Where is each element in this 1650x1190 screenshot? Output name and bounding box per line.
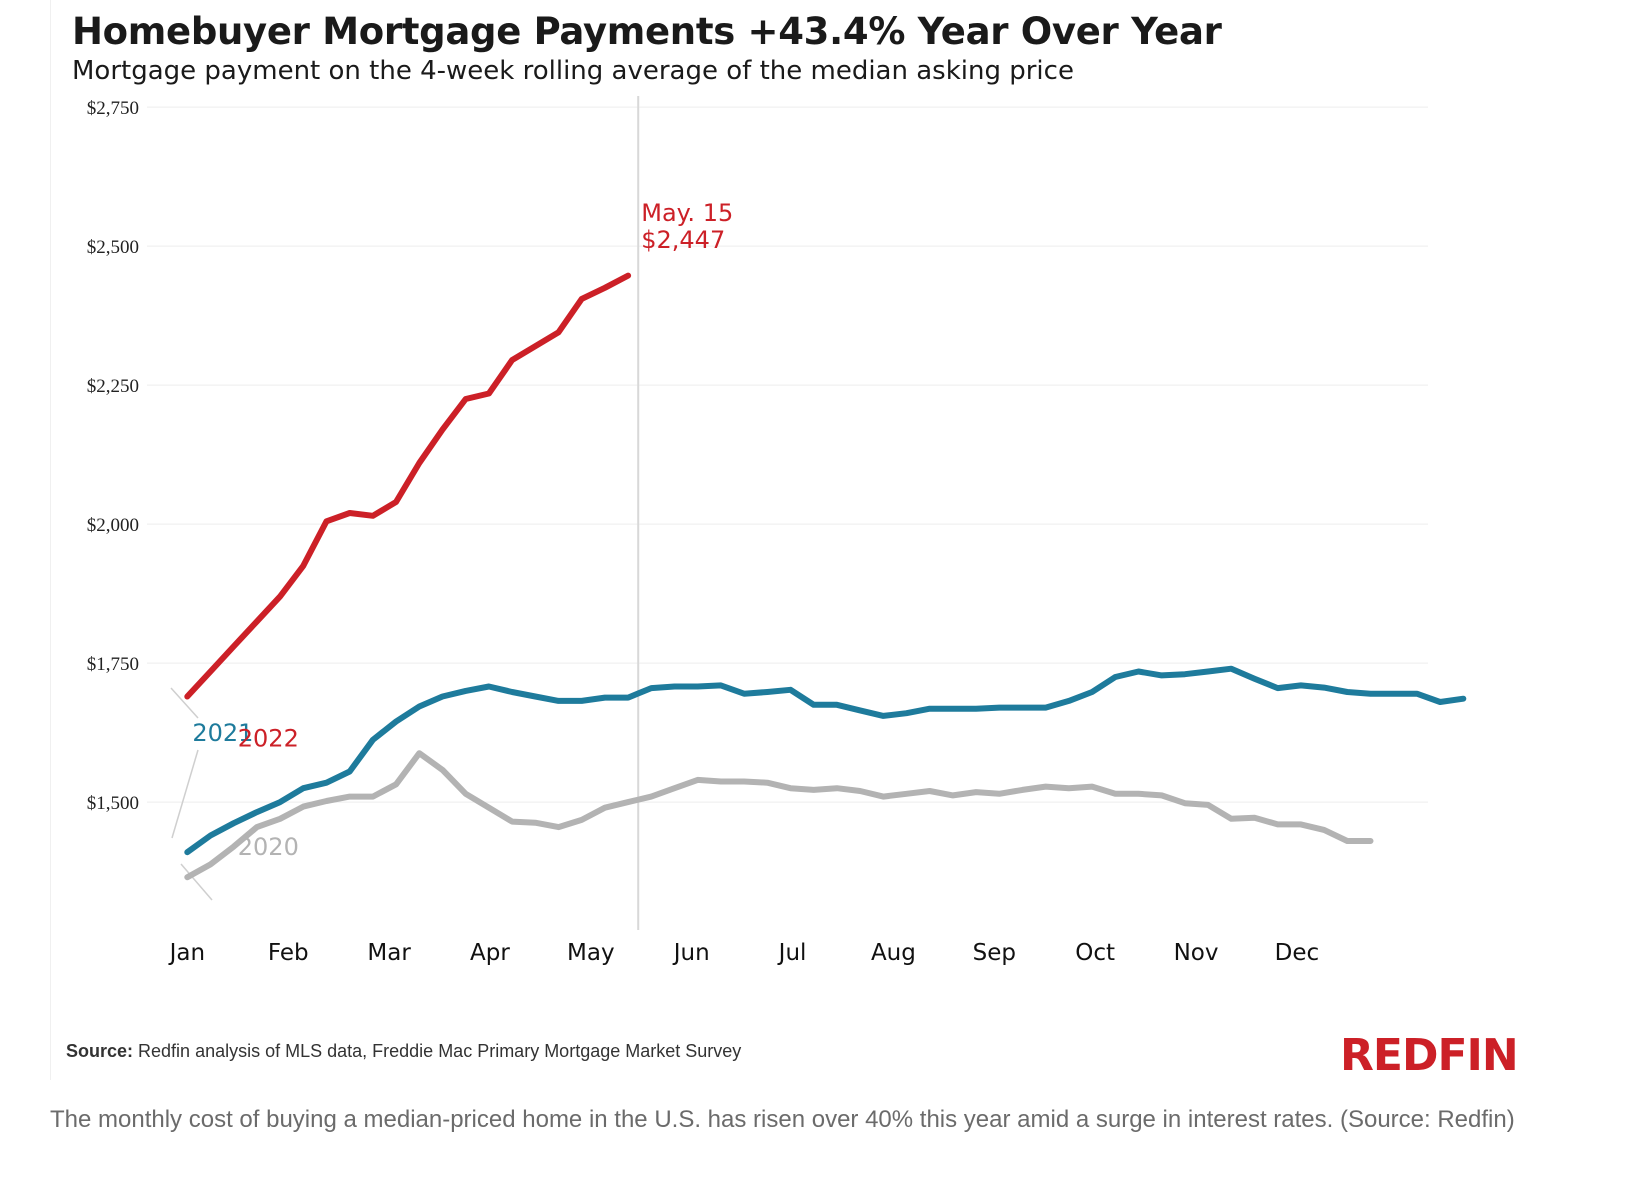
source-note: Source: Redfin analysis of MLS data, Fre… bbox=[66, 1041, 741, 1062]
x-tick-label: Feb bbox=[268, 940, 309, 966]
leader-line-2022 bbox=[170, 687, 199, 719]
series-line-2021 bbox=[184, 665, 1467, 856]
leader-line-2021 bbox=[171, 749, 199, 839]
leader-line-2020 bbox=[180, 863, 213, 901]
chart-subtitle: Mortgage payment on the 4-week rolling a… bbox=[72, 56, 1074, 86]
source-label: Source: bbox=[66, 1041, 134, 1061]
y-tick-label: $2,000 bbox=[87, 515, 139, 536]
x-tick-label: Nov bbox=[1174, 940, 1219, 966]
x-tick-label: Oct bbox=[1075, 940, 1115, 966]
x-tick-label: Jan bbox=[168, 940, 205, 966]
x-tick-label: Mar bbox=[367, 940, 411, 966]
y-tick-label: $1,750 bbox=[87, 654, 139, 675]
article-caption: The monthly cost of buying a median-pric… bbox=[50, 1106, 1515, 1133]
chart-frame bbox=[50, 0, 1511, 1080]
y-tick-label: $2,750 bbox=[87, 98, 139, 119]
annotation-label: $2,447 bbox=[641, 226, 725, 254]
source-text: Redfin analysis of MLS data, Freddie Mac… bbox=[133, 1041, 742, 1061]
series-line-2022 bbox=[184, 272, 632, 700]
x-tick-label: May bbox=[567, 940, 615, 966]
annotation-label: May. 15 bbox=[641, 199, 733, 227]
x-tick-label: Jun bbox=[672, 940, 710, 966]
annotation-label: 2022 bbox=[238, 725, 299, 753]
annotation-label: 2020 bbox=[238, 833, 299, 861]
x-tick-label: Dec bbox=[1275, 940, 1320, 966]
y-tick-label: $2,500 bbox=[87, 237, 139, 258]
series-line-2020 bbox=[184, 750, 1374, 881]
redfin-logo: REDFIN bbox=[1340, 1030, 1519, 1081]
line-chart: $1,500 $1,750 $2,000 $2,250 $2,500 $2,750 Jan F… bbox=[87, 96, 1467, 966]
chart-title: Homebuyer Mortgage Payments +43.4% Year … bbox=[72, 10, 1222, 53]
y-tick-label: $2,250 bbox=[87, 376, 139, 397]
annotation-label: 2021 bbox=[192, 719, 253, 747]
x-tick-label: Apr bbox=[470, 940, 510, 966]
y-tick-label: $1,500 bbox=[87, 793, 139, 814]
x-tick-label: Aug bbox=[871, 940, 916, 966]
x-tick-label: Sep bbox=[973, 940, 1016, 966]
x-tick-label: Jul bbox=[777, 940, 807, 966]
